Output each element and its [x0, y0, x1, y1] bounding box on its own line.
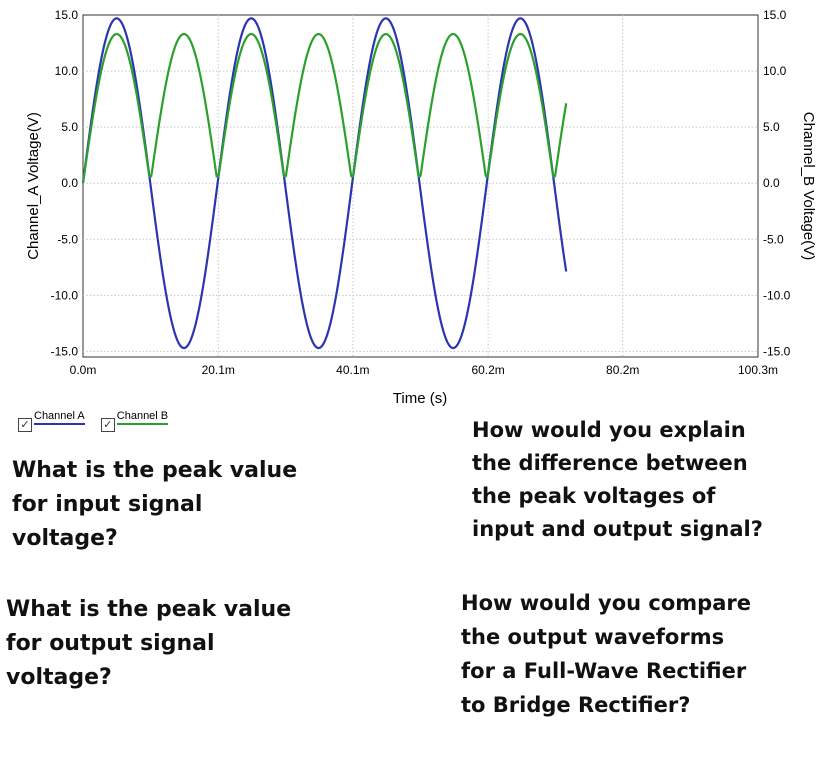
y-tick-label-right: 5.0 — [763, 120, 780, 134]
x-tick-label: 60.2m — [471, 363, 504, 377]
x-tick-label: 80.2m — [606, 363, 639, 377]
channel-a-checkbox[interactable]: ✓ — [18, 418, 32, 432]
y-tick-label-left: -5.0 — [57, 232, 78, 246]
legend-label-channel-a: Channel A — [34, 410, 85, 425]
oscilloscope-chart: 15.0 15.0 10.0 10.0 5.0 5.0 0.0 0.0 -5.0 -5.0 -10.… — [25, 8, 817, 407]
y-tick-label-left: 15.0 — [55, 8, 79, 22]
channel-b-checkbox[interactable]: ✓ — [100, 418, 115, 432]
x-axis-title: Time (s) — [393, 390, 447, 407]
y-tick-label-right: 10.0 — [763, 64, 787, 78]
question-output-peak: What is the peak value for output signal… — [6, 597, 292, 690]
question-peak-difference: How would you explain the difference bet… — [472, 418, 763, 541]
y-tick-label-right: -5.0 — [763, 232, 784, 246]
x-tick-label: 100.3m — [738, 363, 778, 377]
y-tick-label-right: 0.0 — [763, 176, 780, 190]
legend-item-channel-b[interactable]: ✓ Channel B — [100, 410, 169, 432]
y-tick-label-left: 10.0 — [55, 64, 79, 78]
series-line-channel-a — [81, 17, 568, 350]
question-input-peak: What is the peak value for input signal … — [12, 458, 298, 551]
y-axis-title-right: Channel_B Voltage(V) — [800, 112, 817, 260]
y-tick-label-right: 15.0 — [763, 8, 787, 22]
y-tick-label-left: 5.0 — [61, 120, 78, 134]
legend-item-channel-a[interactable]: ✓ Channel A — [18, 410, 85, 432]
y-tick-label-left: 0.0 — [61, 176, 78, 190]
question-rectifier-comparison: How would you compare the output wavefor… — [461, 591, 751, 717]
x-tick-label: 20.1m — [202, 363, 235, 377]
x-tick-label: 0.0m — [70, 363, 97, 377]
chart-legend: ✓ Channel A ✓ Channel B — [18, 410, 169, 434]
tick-labels: 15.0 15.0 10.0 10.0 5.0 5.0 0.0 0.0 -5.0 -5.0 -10.… — [51, 8, 791, 377]
series-line-channel-b — [81, 32, 568, 184]
series-lines — [81, 17, 568, 350]
legend-label-channel-b: Channel B — [116, 410, 169, 425]
y-tick-label-right: -10.0 — [763, 288, 791, 302]
x-tick-label: 40.1m — [336, 363, 369, 377]
y-tick-label-left: -15.0 — [51, 344, 79, 358]
y-tick-label-right: -15.0 — [763, 344, 791, 358]
y-axis-title-left: Channel_A Voltage(V) — [25, 112, 42, 260]
y-tick-label-left: -10.0 — [51, 288, 79, 302]
